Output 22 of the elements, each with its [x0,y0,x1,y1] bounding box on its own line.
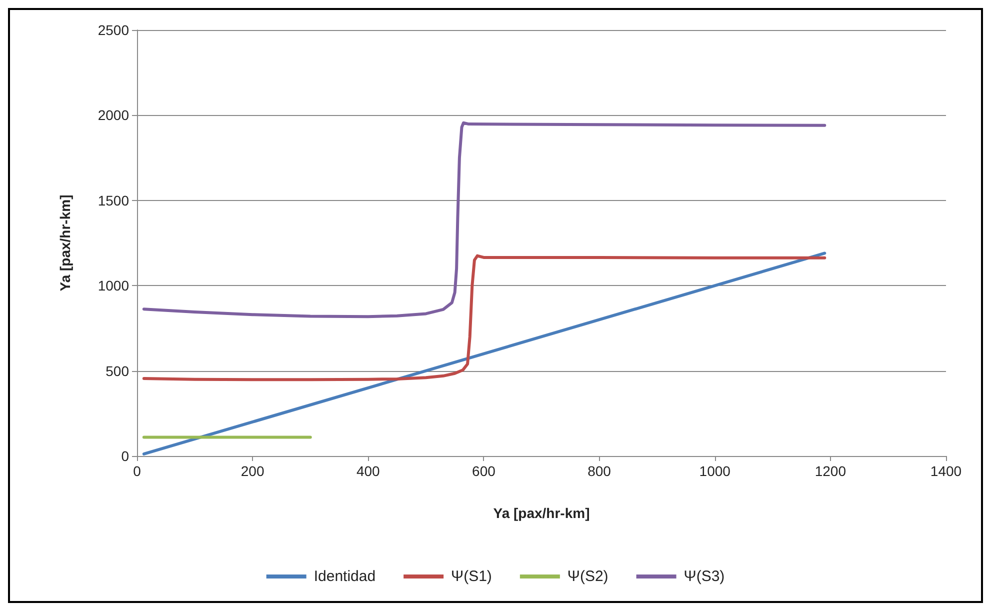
x-axis-title: Ya [pax/hr-km] [493,505,590,521]
x-tick-label: 400 [356,463,380,479]
line-series [142,254,826,382]
y-axis-title: Ya [pax/hr-km] [57,194,73,292]
legend-label: Ψ(S1) [451,568,492,585]
x-tick-label: 1200 [814,463,846,479]
x-tick-label: 0 [133,463,142,479]
x-tick-label: 600 [472,463,496,479]
y-tick-label: 2500 [98,22,130,38]
x-tick-label: 800 [588,463,612,479]
y-tick-label: 1000 [98,278,130,294]
line-series [142,121,826,318]
x-tick-label: 1000 [699,463,731,479]
x-tick-label: 1400 [930,463,962,479]
legend-label: Identidad [314,568,376,585]
y-tick-label: 1500 [98,192,130,208]
y-tick-label: 2000 [98,107,130,124]
legend-label: Ψ(S3) [684,568,725,585]
x-tick-label: 200 [240,463,264,479]
y-tick-label: 500 [106,362,130,379]
y-tick-label: 0 [121,448,130,464]
legend-label: Ψ(S2) [567,568,608,585]
